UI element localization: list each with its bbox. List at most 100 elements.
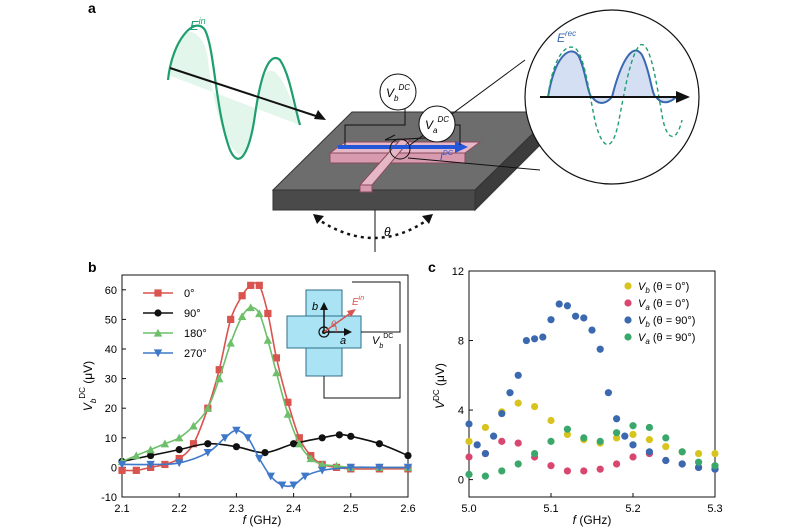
chart-c-data-point <box>498 409 506 418</box>
chart-b-xtick-label: 2.3 <box>229 503 244 515</box>
rotation-indicator: θ <box>313 210 433 252</box>
chart-b-data-point <box>318 434 326 442</box>
chart-b-data-point <box>255 281 263 289</box>
chart-c-legend-label: Va (θ = 90°) <box>638 332 695 346</box>
chart-c-data-point <box>613 460 621 468</box>
chart-b-series-line-2 <box>121 306 408 469</box>
chart-c-data-point <box>481 423 489 432</box>
chart-c-data-point <box>465 470 473 478</box>
chart-c-data-point <box>490 432 498 440</box>
chart-b-data-point <box>132 451 141 460</box>
chart-c-legend-label: Vb (θ = 0°) <box>638 281 689 295</box>
chart-c-data-point <box>473 441 481 449</box>
voltmeter-b: VbDC <box>379 73 417 111</box>
theta-label: θ <box>384 225 391 239</box>
chart-c-xlabel: f (GHz) <box>573 513 612 527</box>
chart-b-data-point <box>160 439 170 448</box>
chart-b-data-point <box>175 454 183 463</box>
chart-b-data-point <box>255 454 264 463</box>
chart-c-data-point <box>465 420 473 428</box>
chart-c-data-point <box>645 423 654 432</box>
inset-theta: θ <box>331 319 336 329</box>
chart-b-frame <box>121 274 409 498</box>
chart-c-data-point <box>522 336 531 345</box>
chart-c-data-point <box>563 425 572 433</box>
chart-b-data-point <box>318 466 327 475</box>
chart-b-data-point <box>261 449 269 457</box>
chart-b-data-point <box>247 281 255 289</box>
chart-b-series <box>117 281 413 490</box>
propagation-arrowhead <box>314 110 326 120</box>
chart-c-data-point <box>531 335 539 343</box>
chart-b-legend-marker <box>153 328 163 337</box>
chart-c-legend-label: Vb (θ = 90°) <box>638 315 695 329</box>
chart-c-data-point <box>613 415 621 423</box>
chart-b-ytick-label: 10 <box>105 433 117 445</box>
chart-b-data-point <box>318 460 327 469</box>
chart-c-data-point <box>596 465 604 473</box>
chart-c-data-point <box>506 389 514 397</box>
chart-c-data-point <box>498 467 506 475</box>
chart-c-xtick-label: 5.0 <box>461 503 476 515</box>
chart-c-series <box>465 300 719 480</box>
chart-c-ylabel: VDC (μV) <box>432 363 447 409</box>
chart-b-data-point <box>272 354 281 362</box>
chart-c-ytick-label: 4 <box>458 405 464 417</box>
chart-c-data-point <box>465 453 473 461</box>
chart-b-data-point <box>237 312 247 321</box>
chart-b-xtick-label: 2.5 <box>343 503 358 515</box>
chart-b-legend-marker <box>154 309 162 317</box>
chart-b-data-point <box>203 449 212 457</box>
chart-b-legend-label: 180° <box>184 328 207 340</box>
chart-c-data-point <box>629 430 637 439</box>
chart-b-ytick-label: 20 <box>105 403 117 415</box>
chart-c-data-point <box>481 449 489 458</box>
chart-b-ytick-label: 50 <box>105 314 117 326</box>
chart-b-data-point <box>375 440 383 448</box>
chart-c-data-point <box>678 448 686 456</box>
chart-c-data-point <box>531 403 539 411</box>
chart-c-data-point <box>572 312 580 320</box>
chart-c-data-point <box>580 314 588 322</box>
chart-c-data-point <box>629 422 637 430</box>
chart-c-data-point <box>662 456 670 465</box>
chart-c-data-point <box>580 467 588 475</box>
chart-c-data-point <box>580 434 588 442</box>
e-rec-label: Erec <box>557 29 576 45</box>
chart-b-data-point <box>189 440 198 448</box>
chart-b-xtick-label: 2.2 <box>172 503 187 515</box>
chart-b-data-point <box>246 303 255 312</box>
chart-c-data-point <box>613 434 621 442</box>
chart-b-legend-marker <box>153 349 163 358</box>
chart-b-data-point <box>404 451 412 460</box>
chart-b-xtick-label: 2.1 <box>114 503 129 515</box>
chart-c-data-point <box>629 453 637 461</box>
chart-b-data-point <box>232 443 240 451</box>
chart-b-ytick-label: -10 <box>101 492 117 504</box>
chart-b-data-point <box>238 292 246 300</box>
chart-b-data-point <box>272 368 281 377</box>
chart-b-data-point <box>347 432 355 440</box>
chart-b-data-point <box>243 434 253 442</box>
chart-c-data-point <box>596 437 604 445</box>
chart-c-xtick-label: 5.3 <box>707 503 722 515</box>
chart-c-data-point <box>514 371 522 379</box>
inset-vdc: VbDC <box>372 333 393 350</box>
chart-c-xtick-label: 5.2 <box>625 503 640 515</box>
chart-b-data-point <box>215 374 224 383</box>
chart-b-data-point <box>306 454 315 463</box>
chart-b-data-point <box>117 460 127 469</box>
chart-c-legend-marker <box>624 333 632 341</box>
chart-c-data-point <box>588 326 596 334</box>
chart-c-data-point <box>645 436 654 444</box>
panel-label-c: c <box>428 259 436 275</box>
chart-b-data-point <box>232 426 241 435</box>
inset-b-hat: b <box>312 301 318 313</box>
chart-b-data-point <box>283 409 293 418</box>
chart-b-legend-label: 270° <box>184 348 207 360</box>
chart-c-data-point <box>498 437 506 445</box>
chart-c-frame <box>468 270 716 498</box>
incoming-wave: Ein <box>166 16 326 160</box>
chart-b-legend-label: 90° <box>184 308 201 320</box>
